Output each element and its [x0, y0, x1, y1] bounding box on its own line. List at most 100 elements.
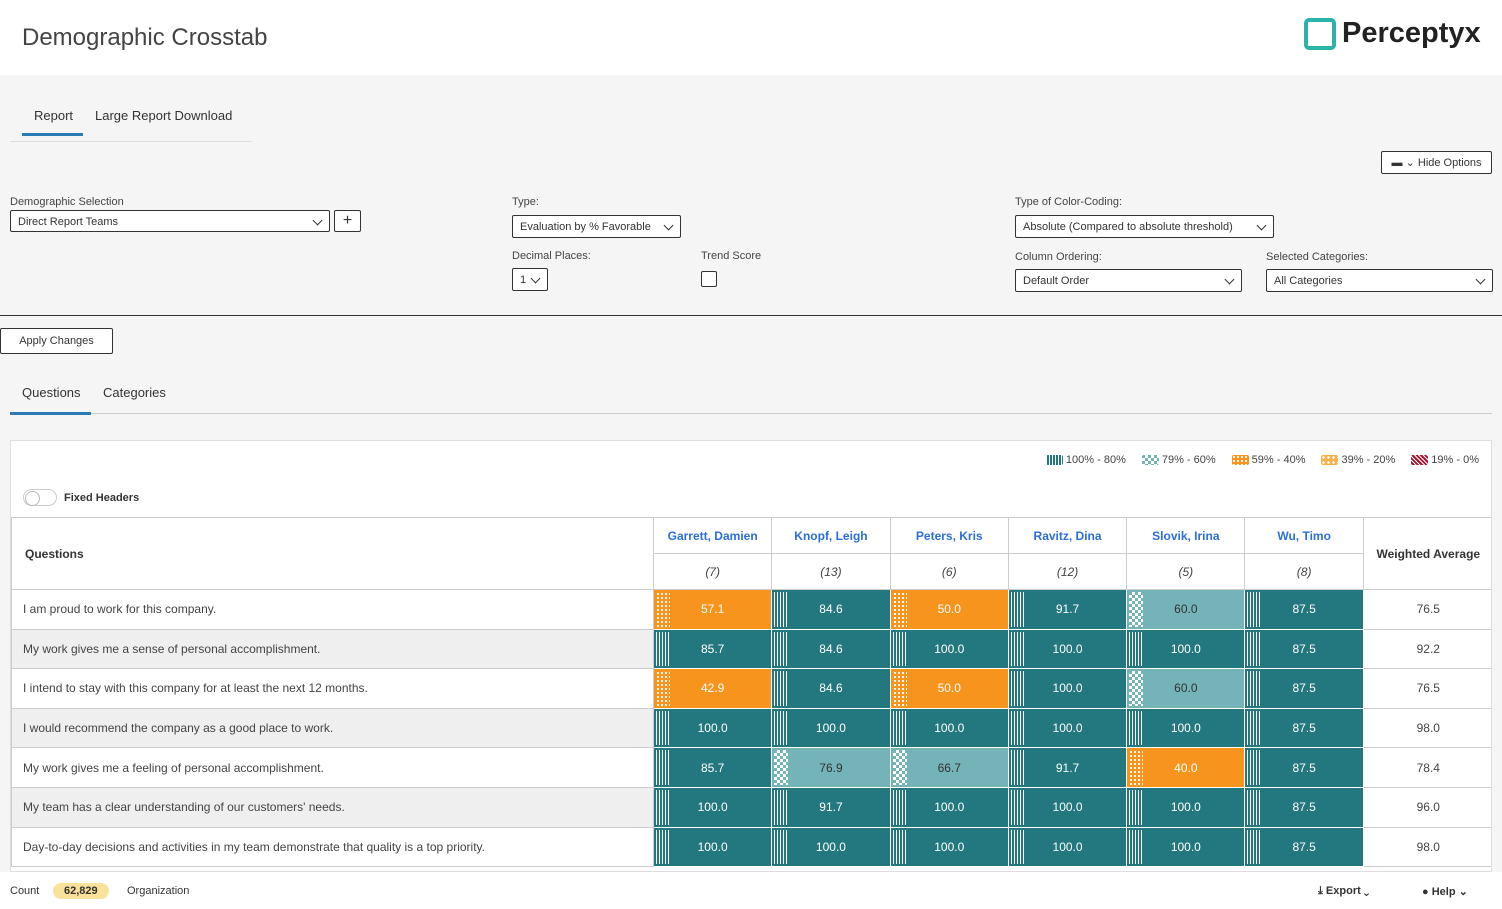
- tab-download[interactable]: Large Report Download: [95, 108, 233, 123]
- question: I intend to stay with this company for a…: [11, 668, 654, 709]
- score-value: 100.0: [697, 800, 728, 815]
- score-value: 87.5: [1292, 681, 1316, 696]
- select[interactable]: Absolute (Compared to absolute threshold…: [1015, 215, 1274, 238]
- view-tab[interactable]: Questions: [22, 385, 81, 400]
- field-label: Demographic Selection: [10, 196, 124, 208]
- score-cell: 87.5: [1244, 668, 1364, 709]
- score-cell: 84.6: [771, 668, 891, 709]
- score-pattern: [892, 750, 907, 785]
- column-count: (13): [771, 553, 891, 590]
- score-value: 100.0: [934, 641, 965, 656]
- score-value: 40.0: [1174, 760, 1198, 775]
- select[interactable]: All Categories: [1266, 269, 1493, 292]
- column-name[interactable]: Slovik, Irina: [1126, 517, 1246, 554]
- score-value: 100.0: [1170, 641, 1201, 656]
- score-cell: 100.0: [889, 786, 1009, 828]
- score-cell: 100.0: [1126, 786, 1246, 828]
- score-cell: 87.5: [1244, 589, 1364, 630]
- score-cell: 87.5: [1244, 826, 1364, 868]
- column-name[interactable]: Garrett, Damien: [652, 517, 773, 554]
- score-value: 100.0: [934, 839, 965, 854]
- score-pattern: [1129, 710, 1144, 746]
- data-row: I am proud to work for this company. 57.1…: [11, 589, 1491, 630]
- select[interactable]: Default Order: [1015, 269, 1242, 292]
- legend-item: 59% - 40%: [1231, 454, 1306, 466]
- logo-icon: [1304, 17, 1336, 50]
- select[interactable]: Direct Report Teams: [10, 210, 330, 232]
- weighted-average: 98.0: [1362, 826, 1491, 868]
- checkbox[interactable]: [701, 271, 717, 287]
- score-cell: 40.0: [1126, 747, 1246, 788]
- score-pattern: [656, 671, 670, 706]
- legend-label: 100% - 80%: [1065, 454, 1126, 466]
- field-label: Type of Color-Coding:: [1015, 196, 1122, 208]
- score-cell: 85.7: [652, 747, 773, 788]
- score-pattern: [1129, 789, 1144, 825]
- toggle-switch[interactable]: [23, 489, 57, 506]
- score-cell: 100.0: [652, 786, 773, 828]
- logo: Perceptyx: [1304, 17, 1481, 50]
- weighted-average: 92.2: [1362, 628, 1491, 670]
- view-tab[interactable]: Categories: [103, 385, 166, 400]
- score-pattern: [1129, 671, 1144, 706]
- column-count: (8): [1244, 553, 1364, 590]
- toggle-label: Fixed Headers: [64, 491, 140, 504]
- score-value: 85.7: [700, 760, 725, 775]
- score-pattern: [656, 789, 670, 825]
- data-row: I would recommend the company as a good …: [11, 707, 1491, 749]
- data-row: Day-to-day decisions and activities in m…: [11, 826, 1491, 868]
- column-name[interactable]: Ravitz, Dina: [1007, 517, 1128, 554]
- logo-text: Perceptyx: [1342, 17, 1481, 49]
- score-value: 60.0: [1174, 602, 1198, 617]
- data-row: My team has a clear understanding of our…: [11, 786, 1491, 828]
- score-value: 91.7: [1055, 760, 1080, 775]
- weighted-average: 98.0: [1362, 707, 1491, 749]
- legend-label: 59% - 40%: [1251, 454, 1306, 466]
- scope: Organization: [127, 885, 190, 897]
- score-value: 85.7: [700, 641, 725, 656]
- weighted-average: 96.0: [1362, 786, 1491, 828]
- score-pattern: [656, 710, 670, 746]
- score-value: 100.0: [815, 721, 846, 736]
- score-value: 100.0: [1170, 800, 1201, 815]
- add-button[interactable]: +: [334, 210, 361, 232]
- score-pattern: [774, 631, 789, 667]
- question: My work gives me a feeling of personal a…: [11, 747, 654, 788]
- score-pattern: [1247, 829, 1262, 865]
- footer: Count 62,829 Organization ⤓ Export ⌄ ● H…: [0, 872, 1502, 909]
- score-pattern: [892, 592, 907, 627]
- score-value: 100.0: [697, 721, 728, 736]
- fixed-headers-toggle[interactable]: Fixed Headers: [23, 489, 139, 506]
- score-pattern: [892, 710, 907, 746]
- count-label: Count: [10, 885, 40, 897]
- score-value: 100.0: [815, 839, 846, 854]
- apply-button[interactable]: Apply Changes: [0, 328, 113, 354]
- weighted-header: Weighted Average: [1362, 517, 1491, 590]
- question: I would recommend the company as a good …: [11, 707, 654, 749]
- score-cell: 87.5: [1244, 786, 1364, 828]
- tab-report[interactable]: Report: [34, 108, 74, 123]
- hide-options-button[interactable]: ▬ ⌄ Hide Options: [1381, 151, 1492, 174]
- legend-item: 39% - 20%: [1321, 454, 1395, 466]
- score-value: 100.0: [1052, 721, 1083, 736]
- score-value: 76.9: [819, 760, 843, 775]
- export-button[interactable]: ⤓ Export ⌄: [1318, 885, 1370, 897]
- column-name[interactable]: Knopf, Leigh: [771, 517, 891, 554]
- score-cell: 91.7: [1007, 747, 1128, 788]
- score-value: 87.5: [1292, 760, 1316, 775]
- help-button[interactable]: ● Help ⌄: [1422, 886, 1468, 898]
- score-cell: 100.0: [1007, 628, 1128, 670]
- score-pattern: [656, 829, 670, 865]
- legend: 100% - 80% 79% - 60% 59% - 40% 39% - 20% 19%…: [1045, 454, 1479, 466]
- score-cell: 100.0: [652, 707, 773, 749]
- score-pattern: [1010, 592, 1025, 627]
- score-pattern: [892, 789, 907, 825]
- score-value: 100.0: [1052, 641, 1083, 656]
- select[interactable]: 1: [512, 268, 548, 291]
- select[interactable]: Evaluation by % Favorable: [512, 215, 681, 238]
- score-pattern: [1010, 671, 1025, 706]
- column-name[interactable]: Wu, Timo: [1244, 517, 1364, 554]
- column-name[interactable]: Peters, Kris: [889, 517, 1009, 554]
- help-text: Help: [1431, 886, 1456, 898]
- score-value: 84.6: [819, 681, 843, 696]
